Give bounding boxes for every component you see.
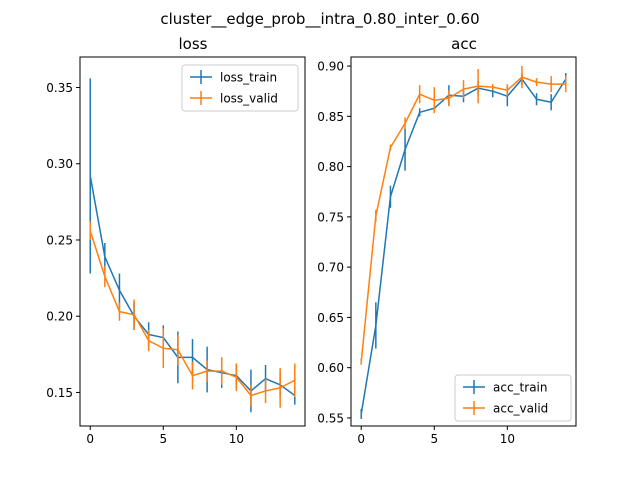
acc-ytick-label: 0.65 [317,311,344,325]
loss-panel: loss 0 5 100.150.200.250.300.35loss_trainl… [46,35,306,446]
acc-axes-frame [350,56,577,427]
loss-series-train-line [89,175,296,397]
acc-legend: acc_train acc_valid [454,374,572,422]
acc-ytick-label: 0.85 [317,110,344,124]
loss-legend-train-label: loss_train [220,71,277,85]
figure-title: cluster__edge_prob__intra_0.80_inter_0.6… [160,10,479,29]
acc-xtick-label: 0 [357,432,365,446]
loss-xtick-label: 10 [229,432,244,446]
loss-series-valid-line [89,230,296,397]
acc-legend-train-label: acc_train [493,381,547,395]
acc-legend-valid-label: acc_valid [493,402,548,416]
loss-panel-title: loss [179,35,208,53]
loss-ytick-label: 0.15 [46,386,73,400]
loss-ytick-label: 0.25 [46,233,73,247]
acc-panel: acc 0 5 10 0.55 0.60 0.65 0.70 0.75 0.80 0.85 0.90… [317,35,577,446]
acc-ytick-label: 0.80 [317,160,344,174]
loss-axes-frame [79,56,306,427]
acc-ytick-label: 0.70 [317,261,344,275]
acc-xtick-label: 5 [430,432,438,446]
loss-legend-valid-label: loss_valid [220,92,278,106]
acc-ytick-label: 0.90 [317,60,344,74]
loss-xtick-label: 0 [86,432,94,446]
loss-ytick-label: 0.30 [46,157,73,171]
acc-series-valid-line [360,76,566,362]
acc-ytick-label: 0.55 [317,411,344,425]
acc-ytick-label: 0.75 [317,210,344,224]
loss-legend: loss_train loss_valid [181,64,299,112]
acc-xtick-label: 10 [500,432,515,446]
loss-ytick-label: 0.20 [46,310,73,324]
acc-ytick-label: 0.60 [317,361,344,375]
loss-xtick-label: 5 [159,432,167,446]
loss-ytick-label: 0.35 [46,81,73,95]
acc-panel-title: acc [451,35,477,53]
acc-series-train-line [360,78,567,415]
